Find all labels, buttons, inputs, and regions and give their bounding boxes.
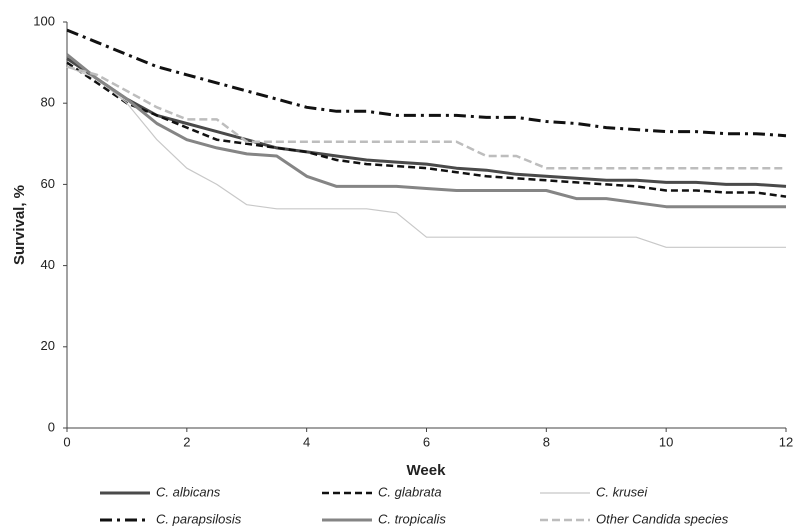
x-tick-label: 8: [543, 434, 550, 449]
x-tick-label: 10: [659, 434, 673, 449]
series-line: [66, 66, 786, 248]
legend-label: C. glabrata: [378, 484, 442, 499]
y-tick-label: 60: [41, 176, 55, 191]
x-tick-label: 6: [423, 434, 430, 449]
x-tick-label: 12: [779, 434, 793, 449]
series-line: [66, 57, 787, 188]
series-line: [66, 28, 787, 138]
y-tick-label: 0: [48, 419, 55, 434]
x-axis-title: Week: [407, 462, 447, 479]
x-tick-label: 0: [63, 434, 70, 449]
series-line: [66, 61, 787, 198]
legend-label: C. albicans: [156, 484, 221, 499]
legend-label: C. parapsilosis: [156, 511, 242, 526]
series-line: [66, 53, 786, 209]
y-axis-title: Survival, %: [11, 185, 28, 265]
y-tick-label: 100: [33, 13, 55, 28]
x-tick-label: 4: [303, 434, 310, 449]
series-line: [66, 65, 786, 170]
y-tick-label: 40: [41, 257, 55, 272]
legend-label: C. tropicalis: [378, 511, 446, 526]
x-tick-label: 2: [183, 434, 190, 449]
y-tick-label: 80: [41, 95, 55, 110]
y-tick-label: 20: [41, 338, 55, 353]
legend-label: Other Candida species: [596, 511, 729, 526]
legend-label: C. krusei: [596, 484, 648, 499]
